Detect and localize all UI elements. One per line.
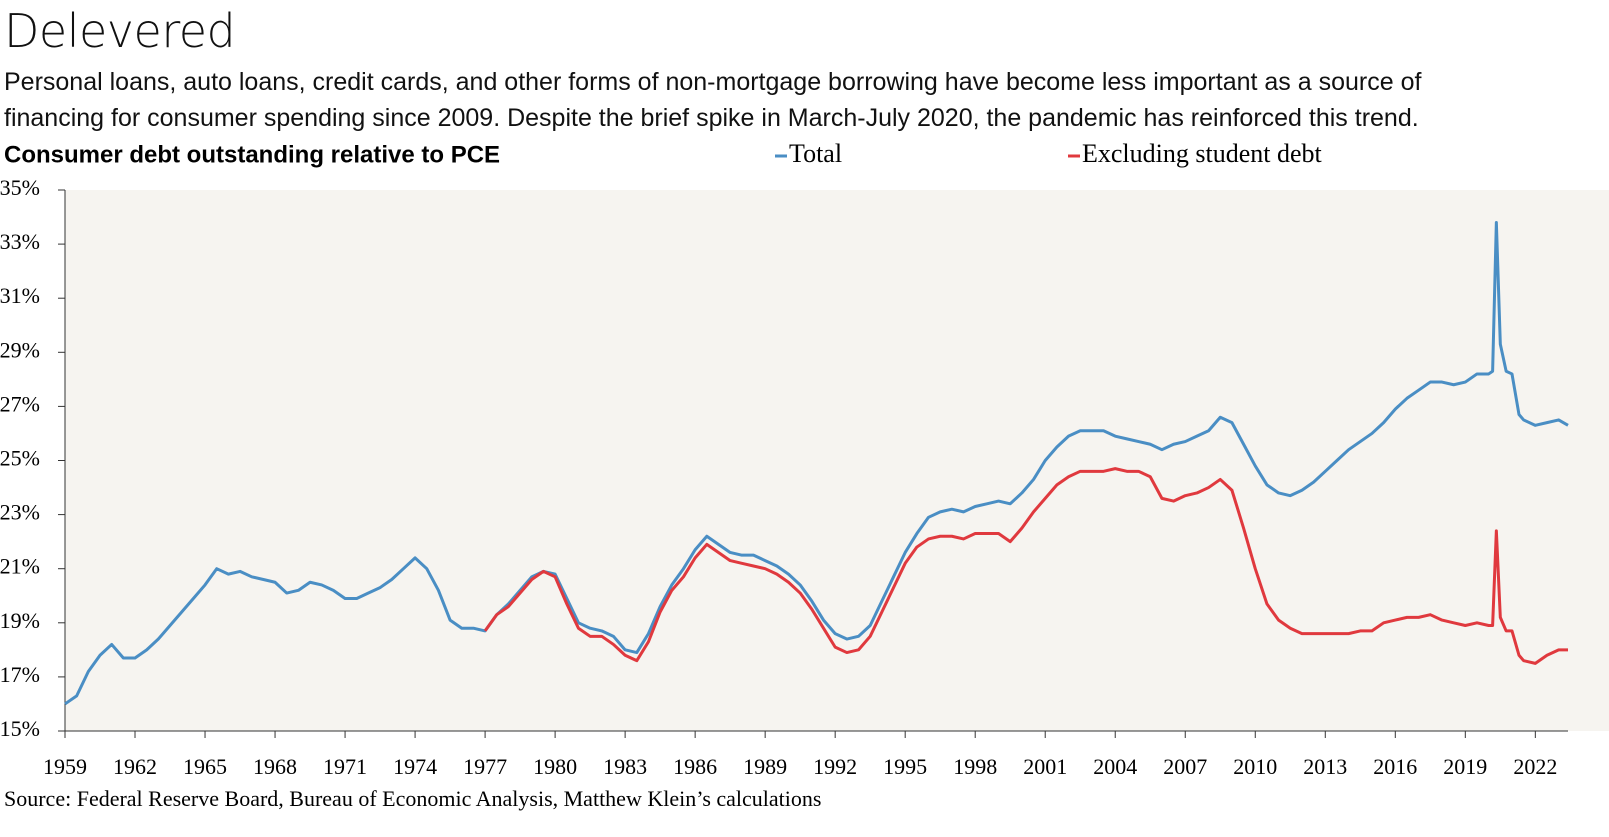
x-tick-label: 2022 <box>1513 754 1557 779</box>
x-tick-label: 2016 <box>1373 754 1417 779</box>
chart-title: Delevered <box>4 4 236 58</box>
x-tick-label: 1983 <box>603 754 647 779</box>
x-tick-label: 2010 <box>1233 754 1277 779</box>
x-tick-label: 1980 <box>533 754 577 779</box>
x-tick-label: 1977 <box>463 754 507 779</box>
y-tick-label: 31% <box>0 283 40 308</box>
legend-label: Total <box>789 139 842 168</box>
x-tick-label: 2019 <box>1443 754 1487 779</box>
x-tick-label: 1965 <box>183 754 227 779</box>
y-tick-label: 21% <box>0 554 40 579</box>
x-tick-label: 2004 <box>1093 754 1137 779</box>
x-tick-label: 2001 <box>1023 754 1067 779</box>
x-tick-label: 2013 <box>1303 754 1347 779</box>
y-tick-label: 15% <box>0 716 40 741</box>
x-tick-label: 1989 <box>743 754 787 779</box>
x-tick-label: 1959 <box>43 754 87 779</box>
y-tick-label: 33% <box>0 229 40 254</box>
y-tick-label: 29% <box>0 337 40 362</box>
x-tick-label: 1992 <box>813 754 857 779</box>
x-tick-label: 1962 <box>113 754 157 779</box>
chart-subtitle: Personal loans, auto loans, credit cards… <box>4 68 1422 132</box>
y-tick-label: 25% <box>0 446 40 471</box>
x-tick-label: 1995 <box>883 754 927 779</box>
x-tick-label: 1974 <box>393 754 437 779</box>
legend-label: Excluding student debt <box>1082 139 1323 168</box>
x-tick-label: 1998 <box>953 754 997 779</box>
series-line <box>64 220 1569 706</box>
y-tick-label: 23% <box>0 500 40 525</box>
y-tick-label: 35% <box>0 175 40 200</box>
y-tick-label: 19% <box>0 608 40 633</box>
source: Source: Federal Reserve Board, Bureau of… <box>4 786 821 811</box>
x-tick-label: 1968 <box>253 754 297 779</box>
x-tick-label: 2007 <box>1163 754 1207 779</box>
series-line <box>483 467 1568 665</box>
y-tick-label: 27% <box>0 391 40 416</box>
y-tick-label: 17% <box>0 662 40 687</box>
plot-background <box>65 190 1609 731</box>
x-tick-label: 1971 <box>323 754 367 779</box>
y-axis-label: Consumer debt outstanding relative to PC… <box>4 141 500 168</box>
x-tick-label: 1986 <box>673 754 717 779</box>
